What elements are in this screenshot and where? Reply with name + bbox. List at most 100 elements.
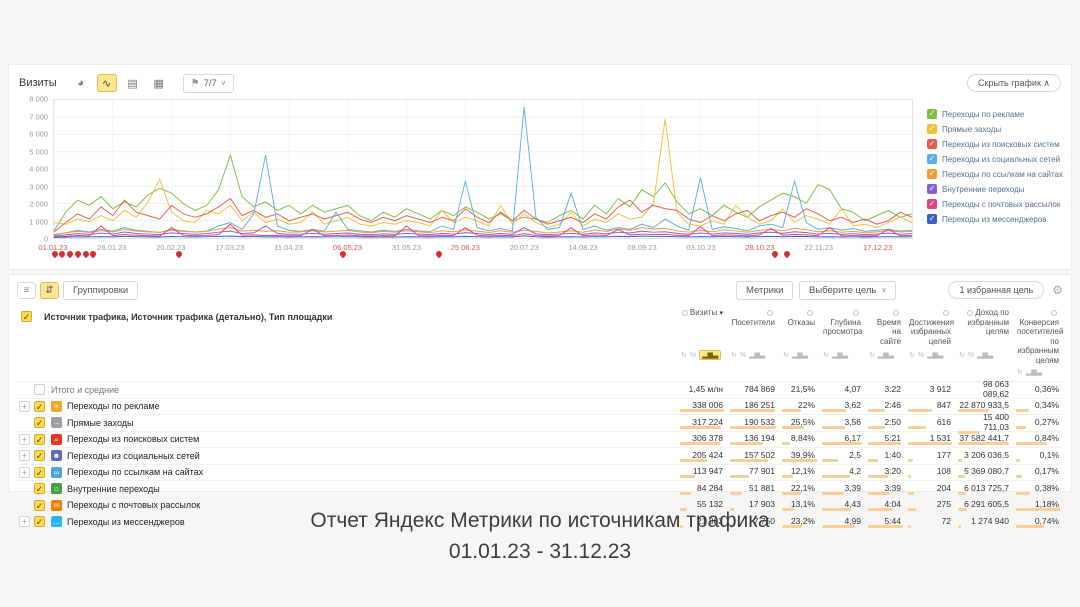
row-label[interactable]: Итого и средние <box>51 384 120 395</box>
list-view-button[interactable]: ≡ <box>17 281 36 299</box>
row-label[interactable]: Переходы из поисковых систем <box>67 434 200 445</box>
series-limit-dropdown[interactable]: ⚑ 7/7 ∨ <box>182 73 234 93</box>
column-header-достижения[interactable]: Достижения избранных целей ↻% ▂▆▃ <box>905 305 955 381</box>
legend-item[interactable]: ✓ Прямые заходы <box>927 124 1061 134</box>
expand-row-button[interactable]: + <box>19 466 30 478</box>
row-label[interactable]: Переходы по ссылкам на сайтах <box>67 467 204 478</box>
stacked-bars-icon[interactable]: ▤ <box>127 77 138 90</box>
legend-checkbox[interactable]: ✓ <box>927 214 937 224</box>
expand-row-button[interactable]: + <box>19 433 30 445</box>
legend-checkbox[interactable]: ✓ <box>927 199 937 209</box>
row-checkbox[interactable]: ✓ <box>34 433 45 445</box>
percent-icon[interactable]: % <box>917 351 925 359</box>
legend-checkbox[interactable]: ✓ <box>927 154 937 164</box>
expand-row-button[interactable]: + <box>19 450 30 462</box>
cell-value: 3,62 <box>844 400 861 411</box>
legend-item[interactable]: ✓ Переходы с почтовых рассылок <box>927 199 1061 209</box>
gear-icon[interactable]: ⚙ <box>1052 283 1063 297</box>
chart-icon[interactable]: ▂▆▃ <box>1025 369 1043 376</box>
row-label[interactable]: Переходы с почтовых рассылок <box>67 500 201 511</box>
columns-chart-icon[interactable]: ▦ <box>153 77 164 90</box>
row-label[interactable]: Переходы из социальных сетей <box>67 450 200 461</box>
row-checkbox[interactable]: ✓ <box>34 400 45 412</box>
cell-histogram-bar <box>958 524 961 528</box>
favorite-goal-badge[interactable]: 1 избранная цель <box>948 281 1045 299</box>
percent-icon[interactable]: % <box>689 351 697 359</box>
radio-icon[interactable] <box>1051 309 1057 316</box>
row-label[interactable]: Прямые заходы <box>67 417 134 428</box>
refresh-icon[interactable]: ↻ <box>783 352 789 359</box>
row-checkbox[interactable]: ✓ <box>34 499 45 511</box>
legend-checkbox[interactable]: ✓ <box>927 109 937 119</box>
cell-histogram-bar <box>730 442 763 446</box>
legend-item[interactable]: ✓ Переходы из поисковых систем <box>927 139 1061 149</box>
cell-value: 39,9% <box>790 449 815 460</box>
legend-item[interactable]: ✓ Внутренние переходы <box>927 184 1061 194</box>
cell-histogram-bar <box>822 409 846 413</box>
row-checkbox[interactable]: ✓ <box>34 516 45 528</box>
radio-icon[interactable] <box>943 309 949 316</box>
chart-icon[interactable]: ▂▆▃ <box>831 352 849 359</box>
row-checkbox[interactable]: ✓ <box>34 450 45 462</box>
legend-item[interactable]: ✓ Переходы по ссылкам на сайтах <box>927 169 1063 179</box>
chart-icon[interactable]: ▂▆▃ <box>699 350 722 360</box>
chevron-down-icon: ∨ <box>220 80 226 87</box>
radio-icon[interactable] <box>767 309 773 316</box>
legend-checkbox[interactable]: ✓ <box>927 139 937 149</box>
row-label[interactable]: Переходы по рекламе <box>67 401 160 412</box>
line-chart-icon[interactable]: ∿ <box>96 74 117 92</box>
column-header-визиты[interactable]: Визиты ▾ ↻% ▂▆▃ <box>681 308 723 360</box>
pie-chart-icon[interactable]: ◕ <box>77 77 84 89</box>
select-all-checkbox[interactable]: ✓ <box>21 311 32 322</box>
chart-icon[interactable]: ▂▆▃ <box>749 352 766 359</box>
radio-icon[interactable] <box>893 309 899 316</box>
refresh-icon[interactable]: ↻ <box>1017 369 1023 376</box>
column-header-глубина[interactable]: Глубина просмотра ↻ ▂▆▃ <box>819 305 865 381</box>
row-label[interactable]: Переходы из мессенджеров <box>67 516 185 527</box>
column-header-конверсия[interactable]: Конверсия посетителей по избранным целям… <box>1013 305 1063 381</box>
chart-icon[interactable]: ▂▆▃ <box>977 352 994 359</box>
column-header-доход[interactable]: Доход по избранным целям ↻% ▂▆▃ <box>959 308 1009 359</box>
legend-checkbox[interactable]: ✓ <box>927 169 937 179</box>
cell-value: 3 912 <box>929 383 951 394</box>
metrics-button[interactable]: Метрики <box>736 280 794 300</box>
refresh-icon[interactable]: ↻ <box>731 352 737 359</box>
refresh-icon[interactable]: ↻ <box>681 352 687 359</box>
legend-item[interactable]: ✓ Переходы по рекламе <box>927 109 1061 119</box>
legend-checkbox[interactable]: ✓ <box>927 124 937 134</box>
refresh-icon[interactable]: ↻ <box>959 352 965 359</box>
percent-icon[interactable]: % <box>739 351 747 359</box>
refresh-icon[interactable]: ↻ <box>823 352 829 359</box>
hide-chart-button[interactable]: Скрыть график ∧ <box>967 74 1061 92</box>
radio-icon[interactable] <box>853 309 859 316</box>
chart-icon[interactable]: ▂▆▃ <box>791 352 809 359</box>
refresh-icon[interactable]: ↻ <box>869 352 875 359</box>
goal-select-dropdown[interactable]: Выберите цель ∨ <box>799 280 897 300</box>
row-checkbox[interactable]: ✓ <box>34 483 45 495</box>
cell-value: 13,1% <box>790 499 815 510</box>
cell-histogram-bar <box>680 491 691 495</box>
column-header-отказы[interactable]: Отказы ↻ ▂▆▃ <box>779 305 819 381</box>
radio-icon[interactable] <box>967 309 974 316</box>
expand-row-button[interactable]: + <box>19 400 30 412</box>
cell-histogram-bar <box>908 425 926 429</box>
row-label[interactable]: Внутренние переходы <box>67 483 160 494</box>
column-header-посетители[interactable]: Посетители ↻% ▂▆▃ <box>727 305 779 381</box>
row-checkbox[interactable]: ✓ <box>34 466 45 478</box>
row-checkbox[interactable]: ✓ <box>34 417 45 429</box>
refresh-icon[interactable]: ↻ <box>909 352 915 359</box>
legend-checkbox[interactable]: ✓ <box>927 184 937 194</box>
chart-icon[interactable]: ▂▆▃ <box>877 352 895 359</box>
tree-view-button[interactable]: ⇵ <box>40 281 59 299</box>
percent-icon[interactable]: % <box>967 351 975 359</box>
legend-item[interactable]: ✓ Переходы из социальных сетей <box>927 154 1061 164</box>
groupings-button[interactable]: Группировки <box>63 280 139 300</box>
legend-item[interactable]: ✓ Переходы из мессенджеров <box>927 214 1061 224</box>
radio-icon[interactable] <box>807 309 813 316</box>
row-checkbox[interactable] <box>34 384 45 396</box>
expand-row-button[interactable]: + <box>19 516 30 528</box>
links-source-icon: ∞ <box>51 466 62 478</box>
radio-icon[interactable] <box>681 309 688 316</box>
chart-icon[interactable]: ▂▆▃ <box>927 352 944 359</box>
column-header-время[interactable]: Время на сайте ↻ ▂▆▃ <box>865 305 905 381</box>
